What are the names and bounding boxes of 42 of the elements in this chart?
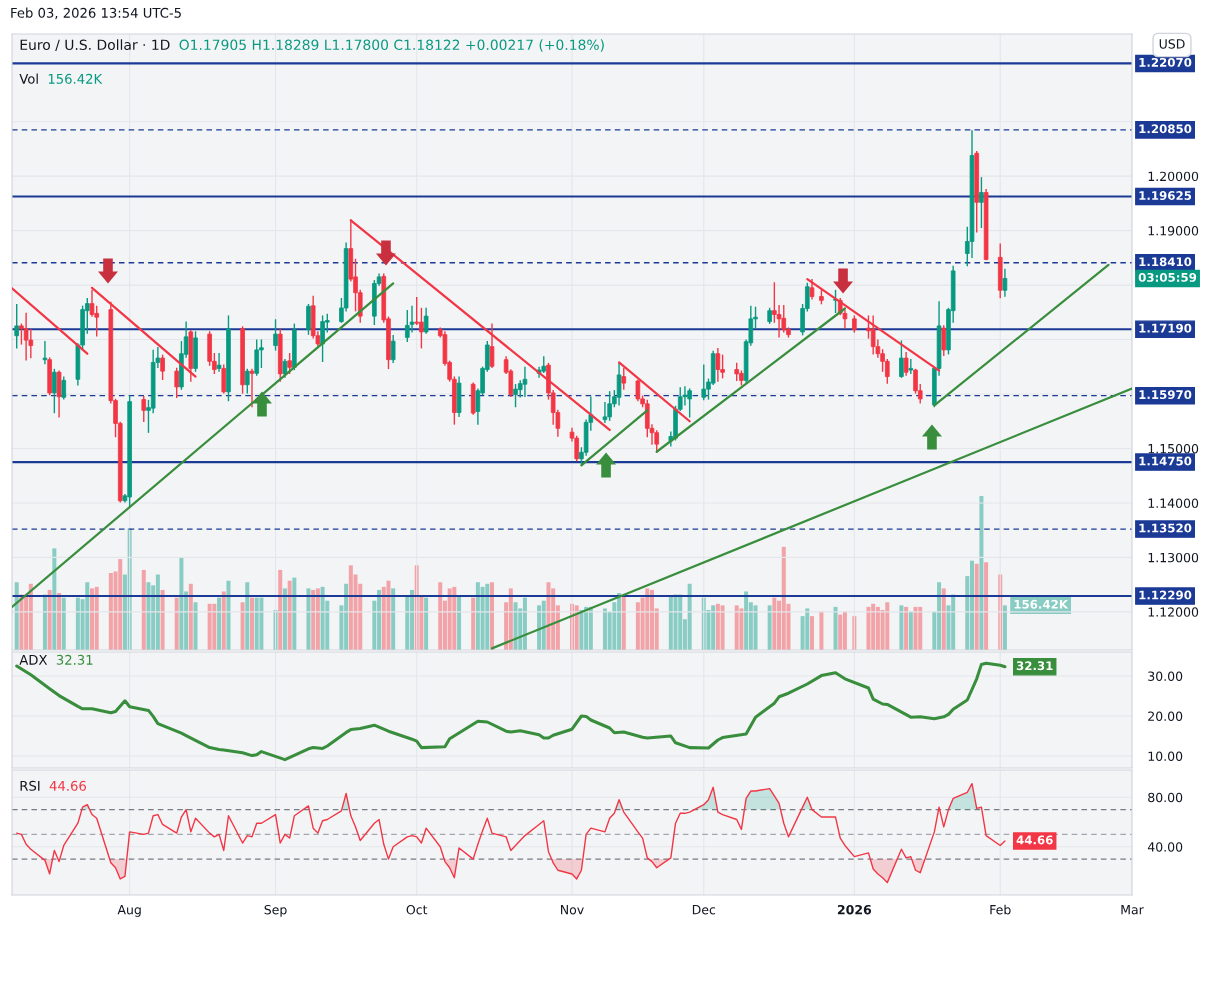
text: 03:05:59 <box>1138 272 1197 282</box>
ref-line-label: 1.19625 <box>1139 191 1192 200</box>
ref-line-label: 1.17190 <box>1139 323 1192 333</box>
chart-title: Euro / U.S. Dollar · 1D <box>20 39 170 52</box>
text: Feb 03, 2026 13:54 UTC-5 <box>11 7 181 20</box>
ref-line-label: 1.12290 <box>1139 590 1192 600</box>
ref-line-label: 1.13520 <box>1139 523 1192 533</box>
chart-subtitle: O1.17905 H1.18289 L1.17800 C1.18122 +0.00217 (+0.18%) <box>179 39 604 52</box>
ref-line-label: 1.20850 <box>1139 124 1192 134</box>
x-tick-label: Mar <box>1121 905 1144 915</box>
chart-title: Vol <box>19 73 38 84</box>
ref-line-label: 1.18410 <box>1139 257 1192 267</box>
x-tick-label: Nov <box>561 905 584 915</box>
x-tick-label: Sep <box>264 904 287 917</box>
chart-title: ADX <box>19 655 48 665</box>
x-tick-label: Oct <box>406 904 428 915</box>
y-tick-label: 30.00 <box>1148 671 1183 681</box>
text: 156.42K <box>48 73 103 84</box>
x-tick-label: 2026 <box>837 904 872 915</box>
annotation: 156.42K <box>1014 599 1069 609</box>
y-tick-label: 10.00 <box>1148 751 1183 761</box>
text: 44.66 <box>49 780 86 791</box>
data-label: 32.31 <box>1016 661 1053 671</box>
y-tick-label: 20.00 <box>1148 711 1183 721</box>
x-tick-label: Dec <box>692 905 716 915</box>
x-tick-label: Aug <box>117 905 141 917</box>
ref-line-label: 1.14750 <box>1139 456 1192 466</box>
text: RSI <box>20 780 40 791</box>
text: USD <box>1159 39 1185 49</box>
y-tick-label: 1.13000 <box>1148 552 1199 563</box>
ref-line-label: 1.22070 <box>1139 57 1192 67</box>
y-tick-label: 80.00 <box>1148 792 1183 803</box>
ref-line-label: 1.15970 <box>1139 390 1192 400</box>
y-tick-label: 40.00 <box>1147 842 1183 852</box>
text: 32.31 <box>56 654 93 665</box>
y-tick-label: 1.12000 <box>1148 607 1199 617</box>
y-tick-label: 1.15000 <box>1148 443 1199 454</box>
x-tick-label: Feb <box>990 904 1011 915</box>
data-label: 44.66 <box>1016 835 1053 845</box>
y-tick-label: 1.14000 <box>1148 498 1199 508</box>
y-tick-label: 1.19000 <box>1148 226 1199 236</box>
y-tick-label: 1.20000 <box>1148 171 1199 182</box>
